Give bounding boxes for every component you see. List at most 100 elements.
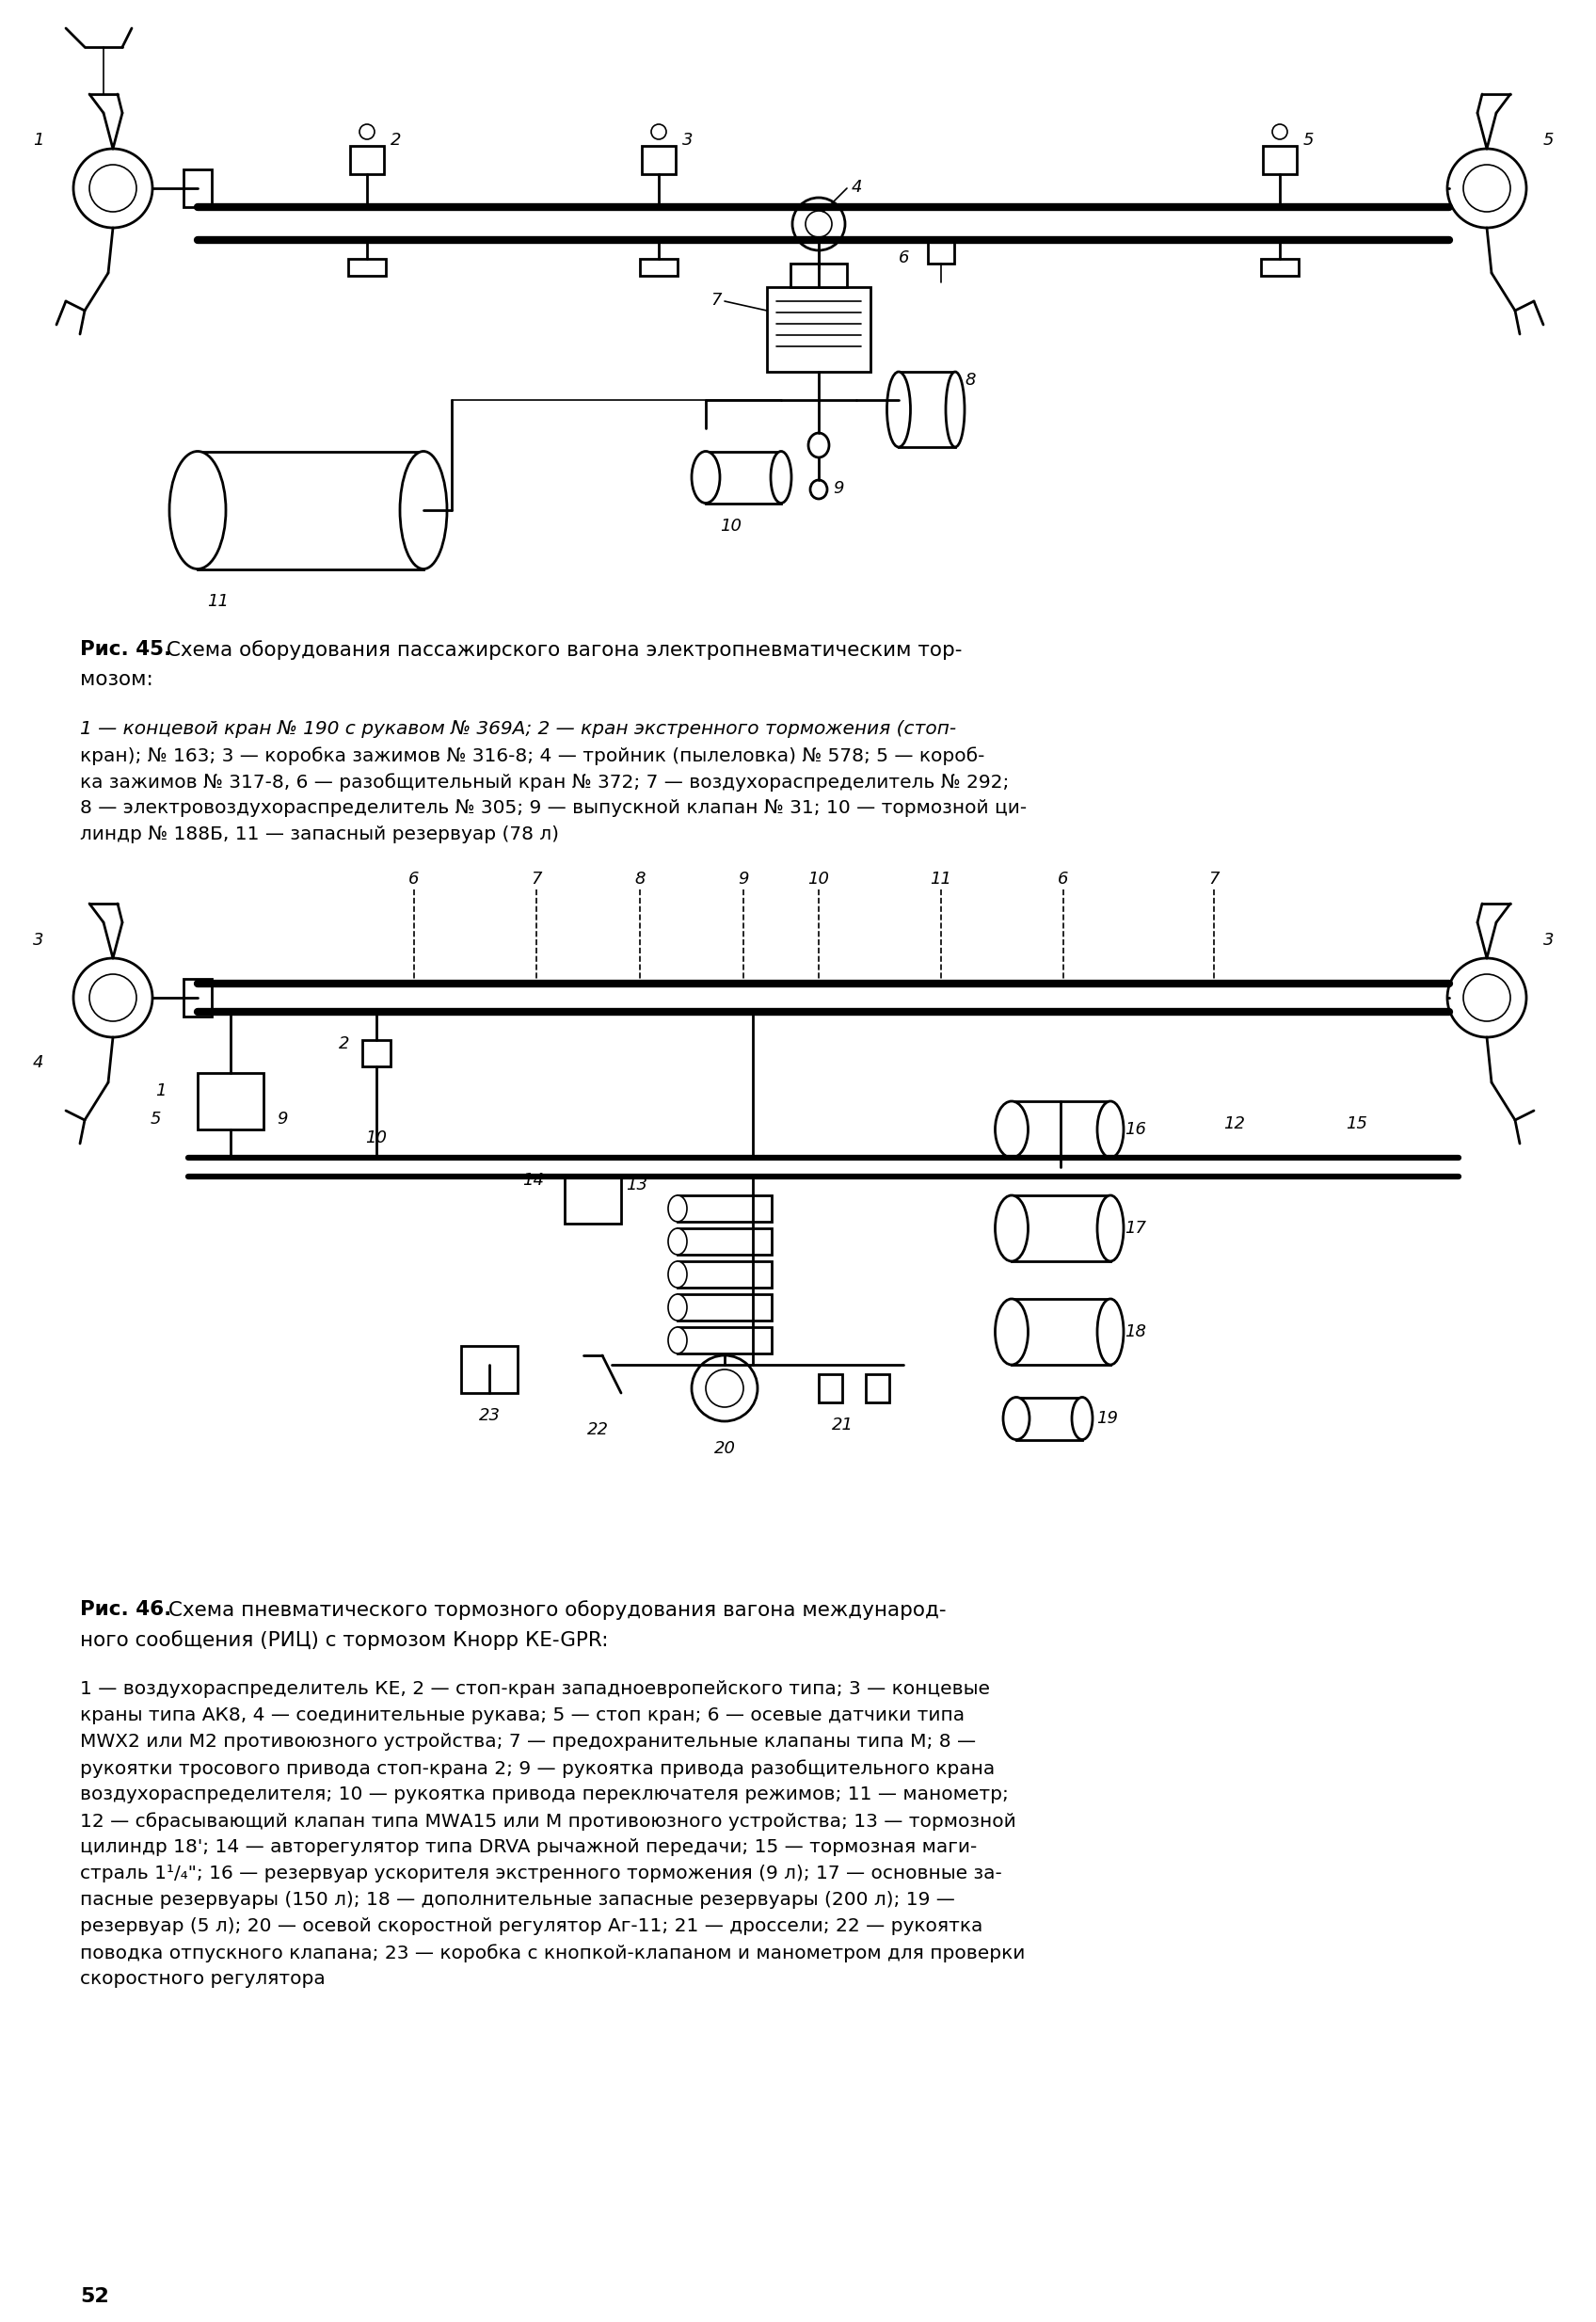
Circle shape xyxy=(691,1356,758,1421)
Circle shape xyxy=(1464,165,1510,211)
Text: ного сообщения (РИЦ) с тормозом Кнорр КЕ-GPR:: ного сообщения (РИЦ) с тормозом Кнорр КЕ… xyxy=(80,1630,608,1651)
Text: 3: 3 xyxy=(34,931,43,950)
Circle shape xyxy=(1448,149,1526,228)
Text: 16: 16 xyxy=(1125,1122,1146,1138)
Text: 3: 3 xyxy=(681,132,693,149)
Ellipse shape xyxy=(169,450,227,569)
Text: 1 — воздухораспределитель КЕ, 2 — стоп-кран западноевропейского типа; 3 — концев: 1 — воздухораспределитель КЕ, 2 — стоп-к… xyxy=(80,1681,990,1697)
Bar xyxy=(348,258,386,276)
Text: поводка отпускного клапана; 23 — коробка с кнопкой-клапаном и манометром для про: поводка отпускного клапана; 23 — коробка… xyxy=(80,1944,1025,1962)
Text: скоростного регулятора: скоростного регулятора xyxy=(80,1969,326,1988)
Ellipse shape xyxy=(401,450,447,569)
Text: 7: 7 xyxy=(1208,871,1219,887)
Text: 14: 14 xyxy=(522,1173,544,1189)
Text: 10: 10 xyxy=(365,1128,388,1147)
Ellipse shape xyxy=(1073,1398,1093,1440)
Bar xyxy=(184,980,212,1017)
Text: 9: 9 xyxy=(276,1110,287,1128)
Circle shape xyxy=(89,165,136,211)
Bar xyxy=(362,1040,391,1066)
Circle shape xyxy=(73,149,153,228)
Circle shape xyxy=(1448,959,1526,1038)
Circle shape xyxy=(651,125,666,139)
Text: Рис. 46.: Рис. 46. xyxy=(80,1600,172,1618)
Text: резервуар (5 л); 20 — осевой скоростной регулятор Аг-11; 21 — дроссели; 22 — рук: резервуар (5 л); 20 — осевой скоростной … xyxy=(80,1918,983,1934)
Bar xyxy=(705,453,780,504)
Text: краны типа АК8, 4 — соединительные рукава; 5 — стоп кран; 6 — осевые датчики тип: краны типа АК8, 4 — соединительные рукав… xyxy=(80,1707,964,1725)
Text: 23: 23 xyxy=(479,1407,500,1423)
Bar xyxy=(678,1196,771,1221)
Text: 4: 4 xyxy=(34,1054,43,1070)
Text: 11: 11 xyxy=(930,871,951,887)
Text: 1 — концевой кран № 190 с рукавом № 369А; 2 — кран экстренного торможения (стоп-: 1 — концевой кран № 190 с рукавом № 369А… xyxy=(80,720,956,738)
Ellipse shape xyxy=(669,1228,686,1254)
Circle shape xyxy=(809,269,828,288)
Bar xyxy=(461,1347,517,1393)
Text: МWX2 или М2 противоюзного устройства; 7 — предохранительные клапаны типа М; 8 —: МWX2 или М2 противоюзного устройства; 7 … xyxy=(80,1732,977,1751)
Text: 8 — электровоздухораспределитель № 305; 9 — выпускной клапан № 31; 10 — тормозно: 8 — электровоздухораспределитель № 305; … xyxy=(80,799,1026,817)
Bar xyxy=(865,1375,889,1402)
Ellipse shape xyxy=(669,1196,686,1221)
Text: Схема оборудования пассажирского вагона электропневматическим тор-: Схема оборудования пассажирского вагона … xyxy=(160,641,962,659)
Bar xyxy=(927,239,954,262)
Circle shape xyxy=(1272,125,1288,139)
Ellipse shape xyxy=(1098,1196,1124,1261)
Text: ка зажимов № 317-8, 6 — разобщительный кран № 372; 7 — воздухораспределитель № 2: ка зажимов № 317-8, 6 — разобщительный к… xyxy=(80,773,1009,792)
Text: мозом:: мозом: xyxy=(80,671,153,690)
Text: 7: 7 xyxy=(710,293,721,309)
Text: рукоятки тросового привода стоп-крана 2; 9 — рукоятка привода разобщительного кр: рукоятки тросового привода стоп-крана 2;… xyxy=(80,1760,994,1779)
Text: линдр № 188Б, 11 — запасный резервуар (78 л): линдр № 188Б, 11 — запасный резервуар (7… xyxy=(80,824,559,843)
Bar xyxy=(1262,146,1296,174)
Text: 6: 6 xyxy=(1058,871,1069,887)
Text: 12 — сбрасывающий клапан типа МWА15 или М противоюзного устройства; 13 — тормозн: 12 — сбрасывающий клапан типа МWА15 или … xyxy=(80,1811,1017,1830)
Text: 20: 20 xyxy=(713,1440,736,1456)
Ellipse shape xyxy=(811,481,827,499)
Ellipse shape xyxy=(1004,1398,1029,1440)
Ellipse shape xyxy=(808,432,828,457)
Text: 8: 8 xyxy=(964,372,975,388)
Text: 2: 2 xyxy=(391,132,401,149)
Bar xyxy=(1012,1298,1111,1365)
Text: 2: 2 xyxy=(338,1036,350,1052)
Ellipse shape xyxy=(669,1328,686,1354)
Text: 1: 1 xyxy=(34,132,43,149)
Bar xyxy=(899,372,954,448)
Text: 1: 1 xyxy=(155,1082,166,1098)
Bar xyxy=(1012,1101,1111,1159)
Text: 15: 15 xyxy=(1345,1115,1368,1133)
Text: 3: 3 xyxy=(1543,931,1555,950)
Text: 12: 12 xyxy=(1224,1115,1245,1133)
Bar xyxy=(198,1073,263,1128)
Text: пасные резервуары (150 л); 18 — дополнительные запасные резервуары (200 л); 19 —: пасные резервуары (150 л); 18 — дополнит… xyxy=(80,1890,954,1909)
Text: 8: 8 xyxy=(635,871,645,887)
Text: 9: 9 xyxy=(737,871,749,887)
Text: Схема пневматического тормозного оборудования вагона международ-: Схема пневматического тормозного оборудо… xyxy=(161,1600,946,1621)
Bar xyxy=(678,1293,771,1321)
Circle shape xyxy=(705,1370,744,1407)
Bar xyxy=(819,1375,843,1402)
Ellipse shape xyxy=(996,1196,1028,1261)
Bar xyxy=(1261,258,1299,276)
Text: 18: 18 xyxy=(1125,1324,1146,1340)
Bar xyxy=(184,170,212,207)
Text: 7: 7 xyxy=(531,871,541,887)
Text: 21: 21 xyxy=(832,1416,852,1433)
Bar xyxy=(1017,1398,1082,1440)
Bar xyxy=(768,288,870,372)
Bar xyxy=(678,1228,771,1254)
Bar xyxy=(642,146,675,174)
Circle shape xyxy=(359,125,375,139)
Text: 13: 13 xyxy=(626,1177,648,1194)
Text: воздухораспределителя; 10 — рукоятка привода переключателя режимов; 11 — маномет: воздухораспределителя; 10 — рукоятка при… xyxy=(80,1786,1009,1804)
Text: Рис. 45.: Рис. 45. xyxy=(80,641,171,659)
Text: 17: 17 xyxy=(1125,1219,1146,1238)
Bar xyxy=(640,258,678,276)
Circle shape xyxy=(1464,975,1510,1022)
Ellipse shape xyxy=(1098,1298,1124,1365)
Circle shape xyxy=(806,211,832,237)
Bar xyxy=(678,1261,771,1289)
Bar xyxy=(565,1177,621,1224)
Ellipse shape xyxy=(946,372,964,448)
Ellipse shape xyxy=(1098,1101,1124,1159)
Ellipse shape xyxy=(771,450,792,504)
